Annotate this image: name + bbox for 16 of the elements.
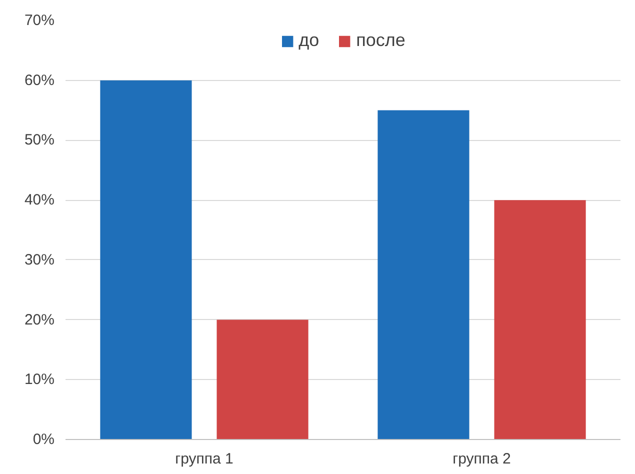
x-tick-label: группа 1 bbox=[175, 450, 234, 468]
y-tick-label: 60% bbox=[24, 72, 55, 89]
y-tick-label: 40% bbox=[24, 192, 55, 209]
bar bbox=[378, 110, 470, 440]
y-tick-label: 50% bbox=[24, 132, 55, 149]
y-tick-label: 70% bbox=[24, 12, 55, 29]
bar bbox=[216, 320, 308, 440]
legend-label: после bbox=[356, 30, 406, 51]
y-tick-label: 0% bbox=[32, 431, 55, 448]
y-tick-label: 20% bbox=[24, 311, 55, 328]
y-tick-label: 10% bbox=[24, 371, 55, 388]
x-tick-label: группа 2 bbox=[452, 450, 511, 468]
bar bbox=[100, 80, 192, 440]
y-tick-label: 30% bbox=[24, 251, 55, 268]
bar bbox=[494, 200, 586, 440]
legend-label: до bbox=[298, 30, 320, 51]
